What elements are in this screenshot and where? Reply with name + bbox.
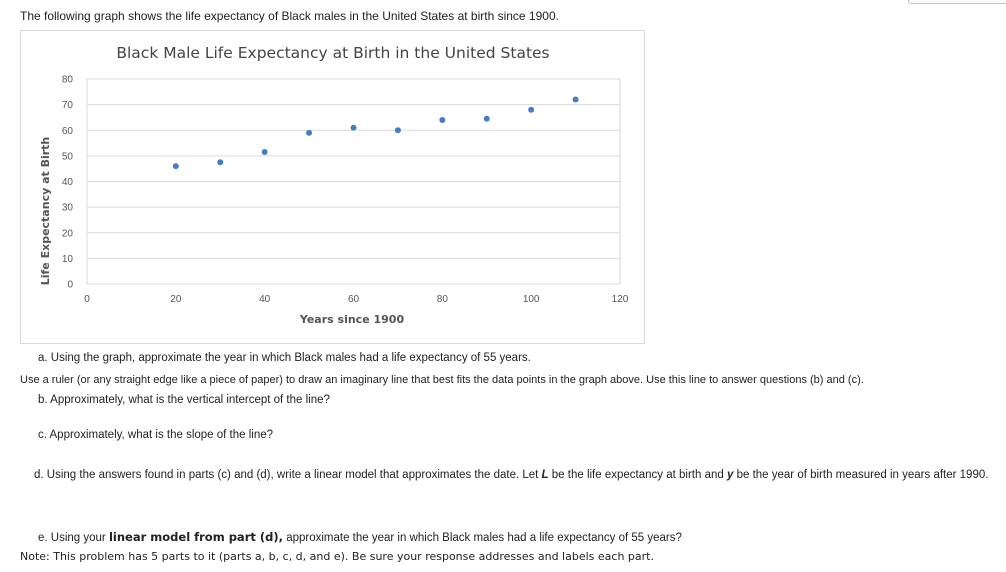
grid-lines: [86, 78, 621, 285]
ruler-instruction: Use a ruler (or any straight edge like a…: [20, 374, 864, 386]
question-d-post: be the year of birth measured in years a…: [736, 469, 989, 481]
x-tick-label: 100: [523, 294, 540, 305]
question-a: a. Using the graph, approximate the year…: [38, 352, 531, 364]
data-point: [394, 127, 401, 134]
question-b: b. Approximately, what is the vertical i…: [38, 394, 330, 406]
question-e-bold: linear model from part (d),: [108, 530, 283, 544]
question-c: c. Approximately, what is the slope of t…: [38, 429, 274, 441]
chart-title: Black Male Life Expectancy at Birth in t…: [116, 44, 549, 62]
x-tick-label: 0: [84, 294, 90, 305]
data-point: [172, 163, 179, 170]
var-y: y: [726, 469, 734, 481]
question-e-post: approximate the year in which Black male…: [286, 532, 682, 544]
note-text: Note: This problem has 5 parts to it (pa…: [20, 550, 654, 563]
y-tick-label: 30: [62, 203, 74, 214]
y-tick-label: 70: [62, 100, 74, 111]
x-tick-label: 80: [437, 294, 449, 305]
x-tick-labels: 0 20 40 60 80 100 120: [84, 294, 629, 305]
y-tick-label: 40: [62, 177, 74, 188]
data-point: [261, 149, 268, 156]
y-tick-label: 50: [62, 151, 74, 162]
data-point: [350, 124, 357, 131]
data-point: [483, 115, 490, 122]
chart-container: Black Male Life Expectancy at Birth in t…: [20, 30, 645, 344]
top-right-input[interactable]: [908, 0, 1006, 4]
data-points: [172, 96, 579, 170]
scatter-chart: Black Male Life Expectancy at Birth in t…: [39, 44, 629, 326]
x-tick-label: 60: [348, 294, 360, 305]
intro-text: The following graph shows the life expec…: [20, 9, 559, 23]
x-tick-label: 20: [170, 294, 182, 305]
data-point: [306, 129, 313, 136]
question-e: e. Using your linear model from part (d)…: [38, 530, 682, 544]
truncated-text-line: [20, 566, 540, 572]
question-d-pre: d. Using the answers found in parts (c) …: [34, 469, 539, 481]
y-tick-labels: 0 10 20 30 40 50 60 70 80: [62, 75, 74, 291]
data-point: [439, 117, 446, 123]
data-point: [528, 106, 535, 113]
y-tick-label: 80: [62, 75, 74, 86]
x-tick-label: 40: [259, 294, 271, 305]
data-point: [572, 96, 579, 103]
y-tick-label: 20: [62, 228, 74, 239]
y-tick-label: 10: [62, 254, 74, 265]
y-tick-label: 0: [67, 280, 73, 291]
question-d-mid: be the life expectancy at birth and: [551, 469, 724, 481]
question-e-pre: e. Using your: [38, 532, 106, 544]
y-tick-label: 60: [62, 126, 74, 137]
var-L: L: [541, 469, 549, 481]
data-point: [217, 159, 224, 166]
x-axis-title: Years since 1900: [299, 313, 405, 326]
question-d: d. Using the answers found in parts (c) …: [34, 469, 988, 481]
y-axis-title: Life Expectancy at Birth: [39, 137, 52, 286]
x-tick-label: 120: [612, 294, 629, 305]
